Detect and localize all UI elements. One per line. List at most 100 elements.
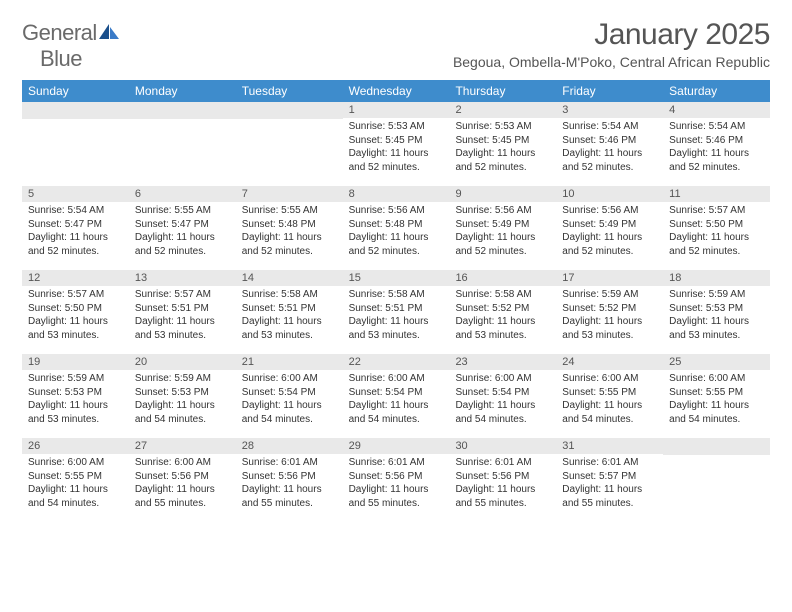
day-number: 31 xyxy=(556,438,663,454)
sunrise-text: Sunrise: 6:00 AM xyxy=(129,456,236,470)
day-number xyxy=(663,438,770,455)
sunset-text: Sunset: 5:56 PM xyxy=(449,470,556,484)
day-number xyxy=(129,102,236,119)
daylight1-text: Daylight: 11 hours xyxy=(663,231,770,245)
day-cell: 7Sunrise: 5:55 AMSunset: 5:48 PMDaylight… xyxy=(236,186,343,270)
day-number: 26 xyxy=(22,438,129,454)
sunrise-text: Sunrise: 5:57 AM xyxy=(663,204,770,218)
sunset-text: Sunset: 5:50 PM xyxy=(22,302,129,316)
day-number xyxy=(22,102,129,119)
sunset-text: Sunset: 5:46 PM xyxy=(663,134,770,148)
day-header: Wednesday xyxy=(343,80,450,102)
sunset-text: Sunset: 5:45 PM xyxy=(449,134,556,148)
daylight2-text: and 54 minutes. xyxy=(663,413,770,427)
logo-word2: Blue xyxy=(40,46,82,71)
sunset-text: Sunset: 5:52 PM xyxy=(449,302,556,316)
day-number xyxy=(236,102,343,119)
day-cell: 2Sunrise: 5:53 AMSunset: 5:45 PMDaylight… xyxy=(449,102,556,186)
sunset-text: Sunset: 5:55 PM xyxy=(663,386,770,400)
sunset-text: Sunset: 5:53 PM xyxy=(663,302,770,316)
day-cell: 17Sunrise: 5:59 AMSunset: 5:52 PMDayligh… xyxy=(556,270,663,354)
daylight2-text: and 53 minutes. xyxy=(22,329,129,343)
daylight1-text: Daylight: 11 hours xyxy=(22,399,129,413)
daylight1-text: Daylight: 11 hours xyxy=(449,483,556,497)
day-number: 15 xyxy=(343,270,450,286)
sunset-text: Sunset: 5:50 PM xyxy=(663,218,770,232)
day-cell: 27Sunrise: 6:00 AMSunset: 5:56 PMDayligh… xyxy=(129,438,236,522)
week-row: 19Sunrise: 5:59 AMSunset: 5:53 PMDayligh… xyxy=(22,354,770,438)
sunrise-text: Sunrise: 6:01 AM xyxy=(556,456,663,470)
sunrise-text: Sunrise: 5:57 AM xyxy=(22,288,129,302)
sunset-text: Sunset: 5:53 PM xyxy=(22,386,129,400)
daylight1-text: Daylight: 11 hours xyxy=(663,315,770,329)
sunset-text: Sunset: 5:57 PM xyxy=(556,470,663,484)
sunrise-text: Sunrise: 5:56 AM xyxy=(556,204,663,218)
day-cell: 5Sunrise: 5:54 AMSunset: 5:47 PMDaylight… xyxy=(22,186,129,270)
day-cell: 3Sunrise: 5:54 AMSunset: 5:46 PMDaylight… xyxy=(556,102,663,186)
day-number: 5 xyxy=(22,186,129,202)
weeks-container: 1Sunrise: 5:53 AMSunset: 5:45 PMDaylight… xyxy=(22,102,770,522)
daylight2-text: and 52 minutes. xyxy=(343,161,450,175)
daylight2-text: and 53 minutes. xyxy=(556,329,663,343)
day-number: 11 xyxy=(663,186,770,202)
sunrise-text: Sunrise: 5:54 AM xyxy=(22,204,129,218)
calendar: Sunday Monday Tuesday Wednesday Thursday… xyxy=(22,80,770,522)
daylight2-text: and 53 minutes. xyxy=(663,329,770,343)
daylight1-text: Daylight: 11 hours xyxy=(22,483,129,497)
sunrise-text: Sunrise: 6:00 AM xyxy=(22,456,129,470)
sunrise-text: Sunrise: 5:58 AM xyxy=(343,288,450,302)
day-cell: 25Sunrise: 6:00 AMSunset: 5:55 PMDayligh… xyxy=(663,354,770,438)
day-cell xyxy=(236,102,343,186)
sunrise-text: Sunrise: 6:01 AM xyxy=(449,456,556,470)
sunrise-text: Sunrise: 5:57 AM xyxy=(129,288,236,302)
daylight1-text: Daylight: 11 hours xyxy=(663,147,770,161)
day-number: 28 xyxy=(236,438,343,454)
daylight2-text: and 53 minutes. xyxy=(343,329,450,343)
sunrise-text: Sunrise: 6:00 AM xyxy=(663,372,770,386)
daylight1-text: Daylight: 11 hours xyxy=(449,399,556,413)
sunset-text: Sunset: 5:54 PM xyxy=(343,386,450,400)
daylight1-text: Daylight: 11 hours xyxy=(236,231,343,245)
sunset-text: Sunset: 5:52 PM xyxy=(556,302,663,316)
sunrise-text: Sunrise: 6:01 AM xyxy=(236,456,343,470)
sunset-text: Sunset: 5:47 PM xyxy=(129,218,236,232)
day-cell: 12Sunrise: 5:57 AMSunset: 5:50 PMDayligh… xyxy=(22,270,129,354)
day-number: 13 xyxy=(129,270,236,286)
day-header: Tuesday xyxy=(236,80,343,102)
sunrise-text: Sunrise: 5:59 AM xyxy=(556,288,663,302)
day-cell: 21Sunrise: 6:00 AMSunset: 5:54 PMDayligh… xyxy=(236,354,343,438)
daylight1-text: Daylight: 11 hours xyxy=(129,231,236,245)
day-cell: 19Sunrise: 5:59 AMSunset: 5:53 PMDayligh… xyxy=(22,354,129,438)
sunrise-text: Sunrise: 5:55 AM xyxy=(236,204,343,218)
day-cell: 20Sunrise: 5:59 AMSunset: 5:53 PMDayligh… xyxy=(129,354,236,438)
daylight2-text: and 52 minutes. xyxy=(556,245,663,259)
daylight2-text: and 55 minutes. xyxy=(129,497,236,511)
daylight2-text: and 52 minutes. xyxy=(663,161,770,175)
daylight1-text: Daylight: 11 hours xyxy=(22,315,129,329)
sunrise-text: Sunrise: 6:00 AM xyxy=(343,372,450,386)
day-number: 17 xyxy=(556,270,663,286)
sunset-text: Sunset: 5:56 PM xyxy=(129,470,236,484)
sunrise-text: Sunrise: 5:55 AM xyxy=(129,204,236,218)
day-cell xyxy=(129,102,236,186)
day-cell xyxy=(22,102,129,186)
sunset-text: Sunset: 5:54 PM xyxy=(449,386,556,400)
header: General Blue January 2025 Begoua, Ombell… xyxy=(22,18,770,72)
daylight1-text: Daylight: 11 hours xyxy=(343,147,450,161)
daylight2-text: and 52 minutes. xyxy=(343,245,450,259)
daylight1-text: Daylight: 11 hours xyxy=(236,315,343,329)
day-number: 6 xyxy=(129,186,236,202)
sunset-text: Sunset: 5:49 PM xyxy=(556,218,663,232)
sunset-text: Sunset: 5:56 PM xyxy=(236,470,343,484)
day-number: 30 xyxy=(449,438,556,454)
day-number: 8 xyxy=(343,186,450,202)
daylight1-text: Daylight: 11 hours xyxy=(129,399,236,413)
day-number: 24 xyxy=(556,354,663,370)
sunrise-text: Sunrise: 5:54 AM xyxy=(663,120,770,134)
day-header: Sunday xyxy=(22,80,129,102)
logo-word1: General xyxy=(22,20,97,45)
daylight2-text: and 52 minutes. xyxy=(556,161,663,175)
week-row: 1Sunrise: 5:53 AMSunset: 5:45 PMDaylight… xyxy=(22,102,770,186)
sunset-text: Sunset: 5:49 PM xyxy=(449,218,556,232)
day-number: 23 xyxy=(449,354,556,370)
